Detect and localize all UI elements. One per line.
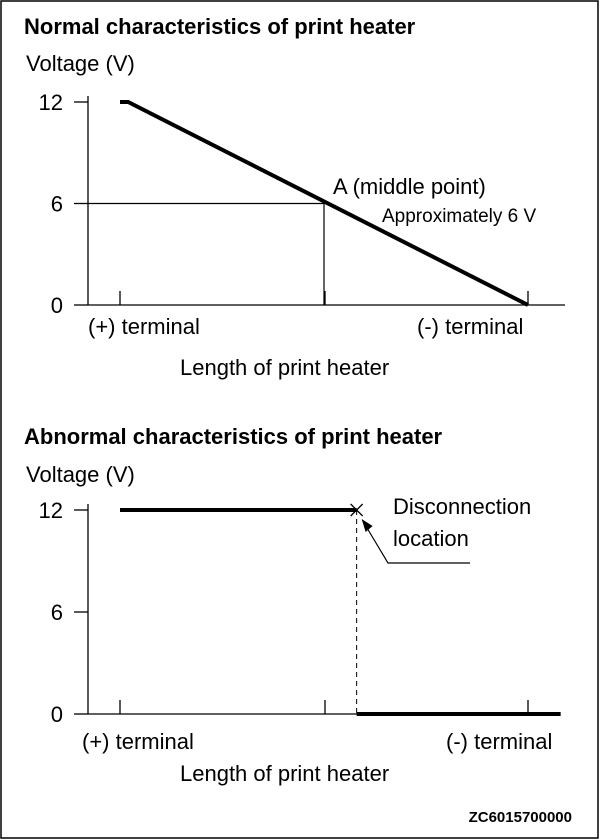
chart1-point-label: A (middle point)	[333, 174, 486, 199]
chart1-x-end-label: (-) terminal	[417, 314, 523, 339]
c2-y-tick-label-0: 0	[51, 702, 63, 727]
c2-y-tick-label-6: 6	[51, 600, 63, 625]
chart2-disconnection-label-line2: location	[393, 526, 469, 551]
c2-y-tick-label-12: 12	[39, 498, 63, 523]
chart2-title: Abnormal characteristics of print heater	[24, 424, 443, 449]
chart1-xlabel: Length of print heater	[180, 355, 389, 380]
chart2-series	[120, 508, 561, 716]
chart2-y-ticks: 0 6 12	[39, 498, 88, 727]
chart1-ylabel: Voltage (V)	[26, 51, 135, 76]
chart2-x-ticks	[119, 700, 529, 714]
c1-y-tick-label-12: 12	[39, 90, 63, 115]
chart1-guide-lines	[88, 202, 325, 305]
chart2-disconnection-label-line1: Disconnection	[393, 494, 531, 519]
c1-series-line-0	[120, 100, 529, 307]
chart1-series	[120, 100, 529, 307]
chart1-title: Normal characteristics of print heater	[24, 14, 416, 39]
chart2-leader-line	[364, 523, 470, 564]
chart1-axes	[87, 96, 565, 306]
chart1-x-start-label: (+) terminal	[88, 314, 200, 339]
chart2-axes	[87, 504, 560, 715]
chart2-x-start-label: (+) terminal	[82, 729, 194, 754]
chart2-ylabel: Voltage (V)	[26, 462, 135, 487]
chart1-x-ticks	[119, 291, 529, 305]
chart2-arrowhead	[361, 519, 373, 532]
chart2-x-end-label: (-) terminal	[446, 729, 552, 754]
chart1-point-value: Approximately 6 V	[382, 206, 537, 227]
c1-y-tick-label-0: 0	[51, 293, 63, 318]
c1-y-tick-label-6: 6	[51, 192, 63, 217]
chart2-xlabel: Length of print heater	[180, 761, 389, 786]
chart1-y-ticks: 0 6 12	[39, 90, 88, 318]
chart2-x-mark-b	[350, 503, 364, 517]
figure-code: ZC6015700000	[469, 809, 572, 826]
chart2-disconnection-marker	[350, 503, 470, 714]
